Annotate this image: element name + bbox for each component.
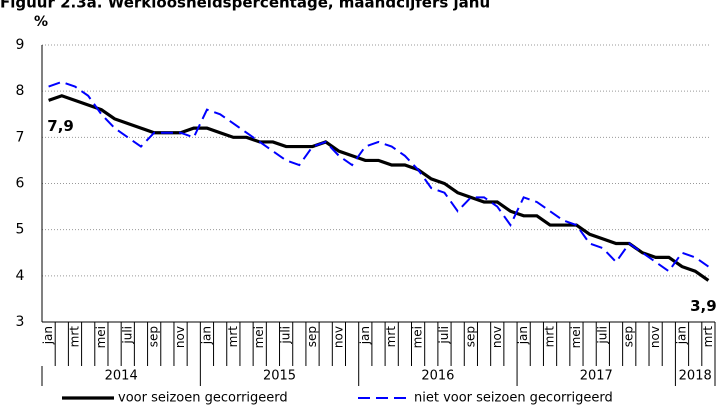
y-tick-label: 5: [16, 222, 25, 238]
x-tick-label: mei: [252, 326, 266, 348]
x-tick-label: mrt: [226, 326, 240, 348]
x-tick-label: jan: [199, 326, 213, 345]
line-series: [48, 80, 709, 273]
year-label: 2014: [105, 369, 138, 384]
x-tick-label: juli: [120, 326, 134, 345]
x-tick-label: jan: [675, 326, 689, 345]
x-tick-label: juli: [595, 326, 609, 345]
line-series: [48, 94, 710, 282]
y-axis-label: %: [34, 14, 48, 30]
year-label: 2015: [263, 369, 296, 384]
x-tick-label: jan: [358, 326, 372, 345]
x-tick-label: mrt: [67, 326, 81, 348]
year-label: 2016: [421, 369, 454, 384]
y-tick-label: 9: [16, 37, 25, 53]
x-tick-label: nov: [648, 326, 662, 348]
data-label: 3,9: [690, 297, 717, 315]
x-tick-label: nov: [490, 326, 504, 348]
x-tick-label: jan: [516, 326, 530, 345]
chart-title: Figuur 2.3a. Werkloosheidspercentage, ma…: [0, 0, 490, 12]
x-tick-label: mei: [569, 326, 583, 348]
x-tick-label: sep: [305, 326, 319, 347]
x-tick-label: jan: [41, 326, 55, 345]
x-tick-label: mei: [94, 326, 108, 348]
x-tick-label: mrt: [384, 326, 398, 348]
y-tick-label: 8: [16, 83, 25, 99]
x-tick-label: nov: [173, 326, 187, 348]
x-tick-label: mrt: [543, 326, 557, 348]
year-label: 2017: [580, 369, 613, 384]
x-tick-label: mei: [411, 326, 425, 348]
y-tick-label: 4: [16, 268, 25, 284]
y-tick-label: 3: [16, 314, 25, 330]
x-tick-label: sep: [463, 326, 477, 347]
x-tick-label: nov: [331, 326, 345, 348]
x-tick-label: sep: [622, 326, 636, 347]
x-tick-label: juli: [437, 326, 451, 345]
y-tick-label: 6: [16, 176, 25, 192]
year-label: 2018: [679, 369, 712, 384]
legend-label: voor seizoen gecorrigeerd: [118, 391, 288, 406]
x-tick-label: sep: [147, 326, 161, 347]
data-label: 7,9: [47, 117, 74, 135]
legend-label: niet voor seizoen gecorrigeerd: [414, 391, 613, 406]
x-tick-label: juli: [279, 326, 293, 345]
y-tick-label: 7: [16, 129, 25, 145]
x-tick-label: mrt: [701, 326, 715, 348]
